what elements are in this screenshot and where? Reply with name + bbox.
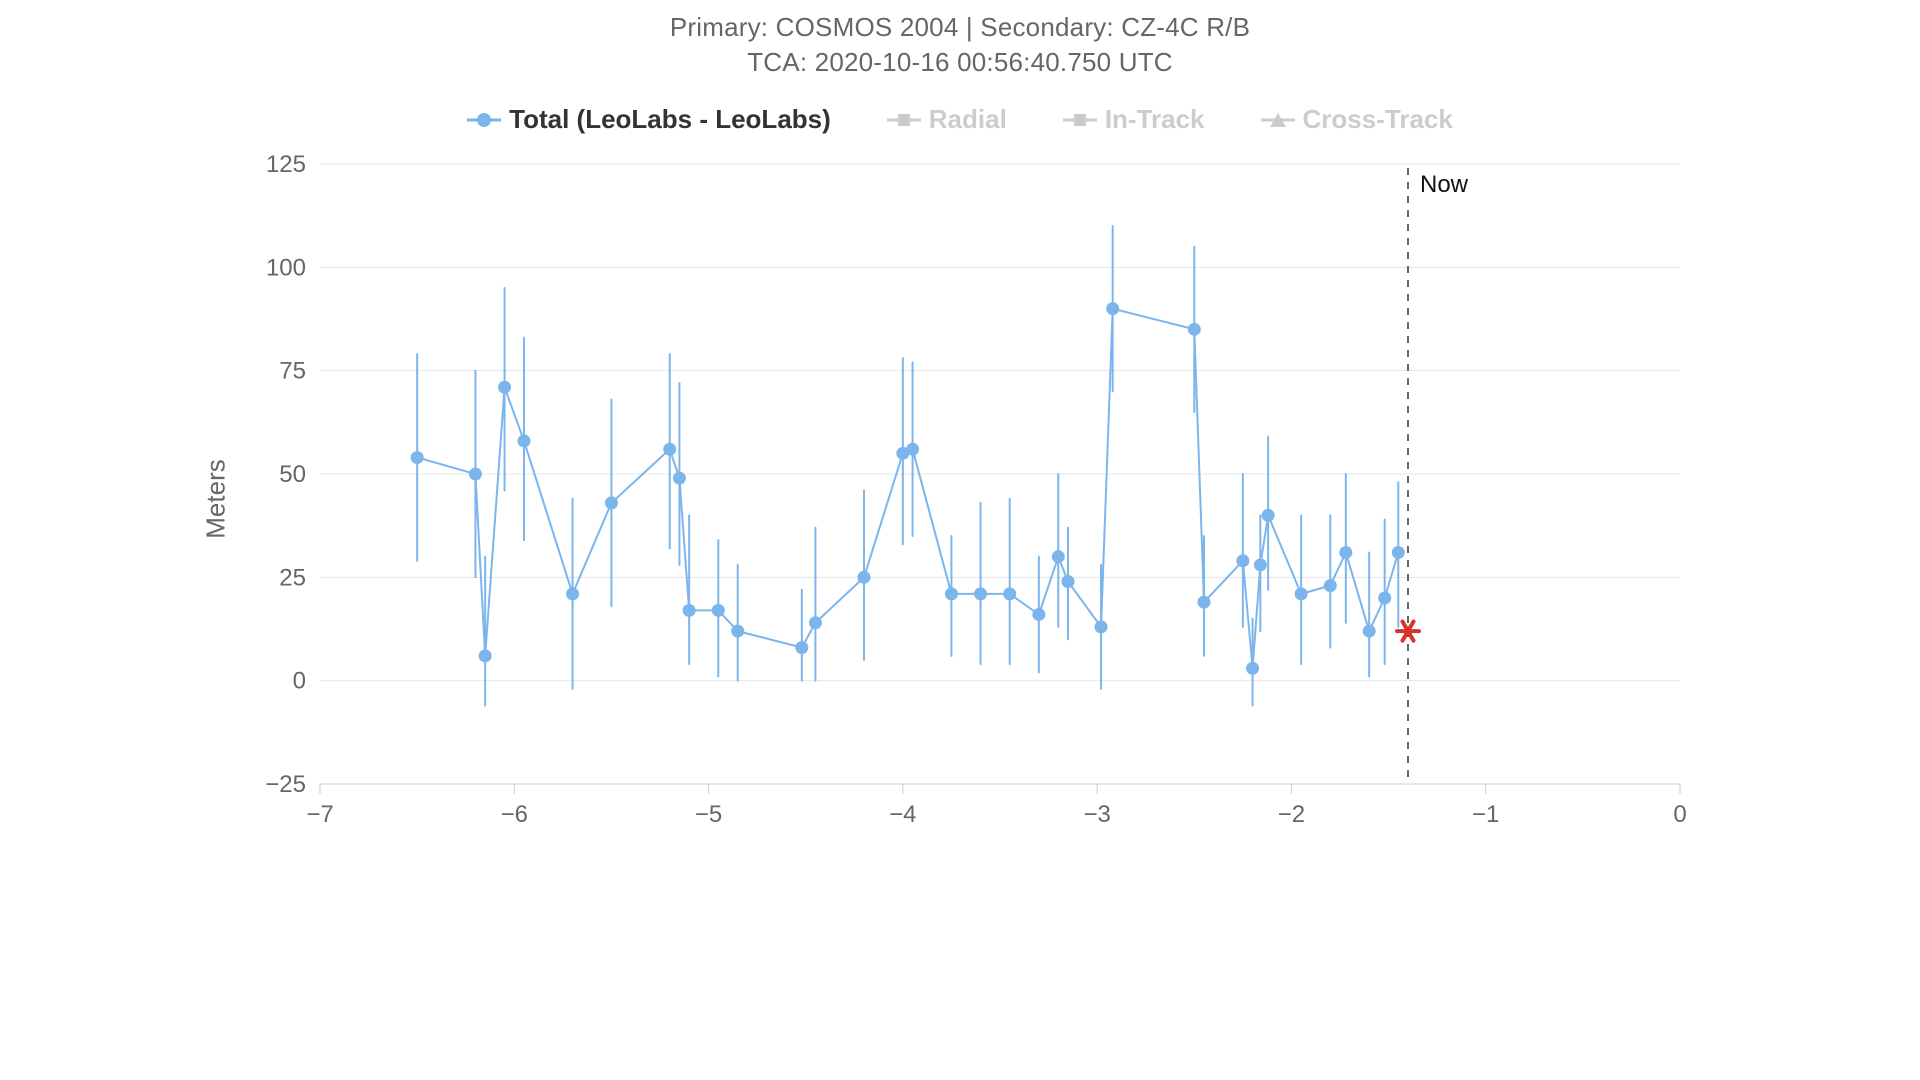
y-tick-label: 75: [279, 357, 306, 384]
x-tick-label: −1: [1472, 801, 1499, 828]
x-tick-label: −3: [1083, 801, 1110, 828]
data-point[interactable]: [683, 604, 696, 617]
data-point[interactable]: [712, 604, 725, 617]
legend-label: In-Track: [1105, 104, 1205, 135]
data-point[interactable]: [974, 587, 987, 600]
data-point[interactable]: [1324, 579, 1337, 592]
chart-container: Primary: COSMOS 2004 | Secondary: CZ-4C …: [200, 0, 1720, 844]
data-point[interactable]: [1363, 624, 1376, 637]
chart-title-line1: Primary: COSMOS 2004 | Secondary: CZ-4C …: [200, 10, 1720, 45]
data-point[interactable]: [1052, 550, 1065, 563]
data-point[interactable]: [906, 442, 919, 455]
legend-item-square[interactable]: In-Track: [1063, 104, 1205, 135]
data-point[interactable]: [795, 641, 808, 654]
legend-item-triangle[interactable]: Cross-Track: [1261, 104, 1453, 135]
data-point[interactable]: [1339, 546, 1352, 559]
y-tick-label: 125: [266, 154, 306, 178]
data-point[interactable]: [858, 571, 871, 584]
data-point[interactable]: [1062, 575, 1075, 588]
chart-svg: −25 0 25 50 75 100 125 −7 −6 −5 −4 −3 −2 −1 0 Now: [200, 154, 1720, 844]
data-point[interactable]: [1003, 587, 1016, 600]
data-point[interactable]: [518, 434, 531, 447]
data-point[interactable]: [1246, 661, 1259, 674]
x-tick-label: −2: [1278, 801, 1305, 828]
data-point[interactable]: [1262, 509, 1275, 522]
x-tick-label: 0: [1673, 801, 1686, 828]
data-point[interactable]: [1032, 608, 1045, 621]
x-tick-label: −7: [306, 801, 333, 828]
data-point[interactable]: [469, 467, 482, 480]
data-point[interactable]: [1295, 587, 1308, 600]
legend-label: Cross-Track: [1303, 104, 1453, 135]
chart-title-line2: TCA: 2020-10-16 00:56:40.750 UTC: [200, 45, 1720, 80]
data-point[interactable]: [1392, 546, 1405, 559]
y-tick-label: 0: [293, 667, 306, 694]
now-label: Now: [1420, 171, 1469, 198]
data-point[interactable]: [1236, 554, 1249, 567]
legend-label: Total (LeoLabs - LeoLabs): [509, 104, 831, 135]
data-point[interactable]: [673, 471, 686, 484]
data-point[interactable]: [809, 616, 822, 629]
x-tick-label: −6: [501, 801, 528, 828]
data-point[interactable]: [411, 451, 424, 464]
legend: Total (LeoLabs - LeoLabs) Radial In-Track C…: [200, 104, 1720, 136]
y-tick-label: 50: [279, 461, 306, 488]
data-point[interactable]: [1378, 591, 1391, 604]
data-point[interactable]: [731, 624, 744, 637]
data-point[interactable]: [1095, 620, 1108, 633]
data-point[interactable]: [945, 587, 958, 600]
chart-title-block: Primary: COSMOS 2004 | Secondary: CZ-4C …: [200, 10, 1720, 80]
data-point[interactable]: [1188, 323, 1201, 336]
data-point[interactable]: [605, 496, 618, 509]
data-point[interactable]: [1198, 595, 1211, 608]
y-tick-label: 25: [279, 564, 306, 591]
x-tick-label: −5: [695, 801, 722, 828]
data-point[interactable]: [1106, 302, 1119, 315]
data-point[interactable]: [498, 380, 511, 393]
plot-area: Meters −25 0 25 50 75 100 125 −7 −6 −5 −4 −3 −2 −1 0 No…: [200, 154, 1720, 844]
y-tick-label: −25: [265, 771, 306, 798]
highlight-star-icon: [1397, 621, 1419, 640]
legend-item-circle[interactable]: Total (LeoLabs - LeoLabs): [467, 104, 831, 135]
y-axis-label: Meters: [200, 459, 231, 538]
legend-label: Radial: [929, 104, 1007, 135]
y-tick-label: 100: [266, 254, 306, 281]
data-point[interactable]: [566, 587, 579, 600]
data-point[interactable]: [1254, 558, 1267, 571]
data-point[interactable]: [663, 442, 676, 455]
legend-item-diamond[interactable]: Radial: [887, 104, 1007, 135]
data-point[interactable]: [479, 649, 492, 662]
x-tick-label: −4: [889, 801, 916, 828]
